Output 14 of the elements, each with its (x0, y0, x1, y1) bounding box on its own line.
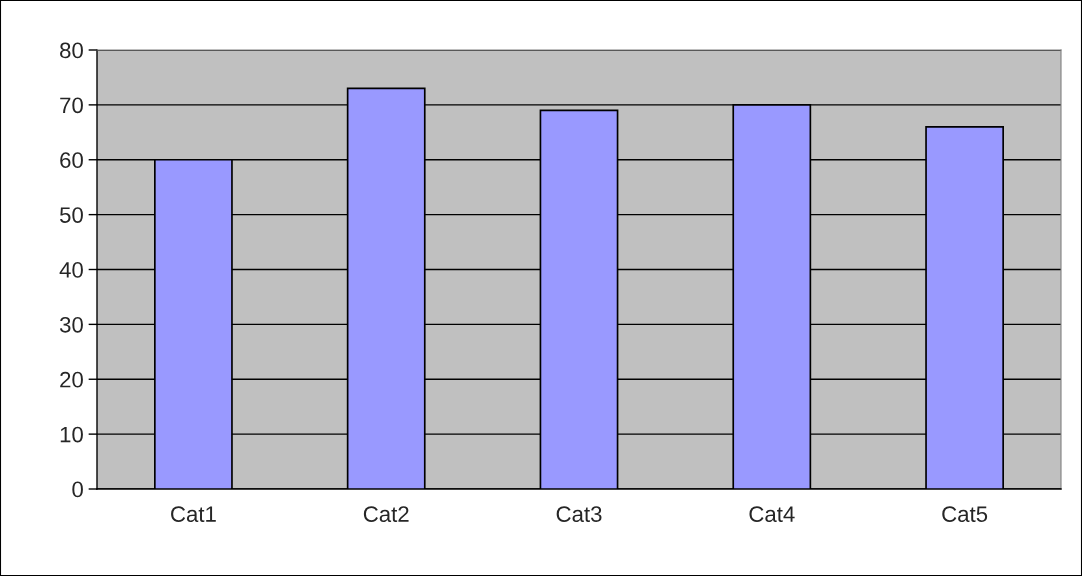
y-tick-label: 20 (60, 371, 83, 388)
y-tick-label: 30 (59, 316, 83, 333)
y-tick-label: 0 (72, 481, 83, 498)
x-tick-label: Cat2 (363, 506, 409, 522)
y-tick-label: 60 (60, 152, 83, 169)
x-tick-label: Cat1 (171, 506, 216, 522)
y-tick-label: 40 (59, 262, 83, 278)
x-tick-label: Cat3 (556, 506, 602, 522)
x-tick-label: Cat5 (942, 506, 988, 522)
y-tick-label: 80 (60, 42, 83, 59)
x-tick-label: Cat4 (749, 506, 795, 522)
y-tick-label: 70 (60, 97, 83, 114)
y-tick-label: 10 (60, 426, 83, 443)
y-tick-label: 50 (59, 207, 83, 223)
